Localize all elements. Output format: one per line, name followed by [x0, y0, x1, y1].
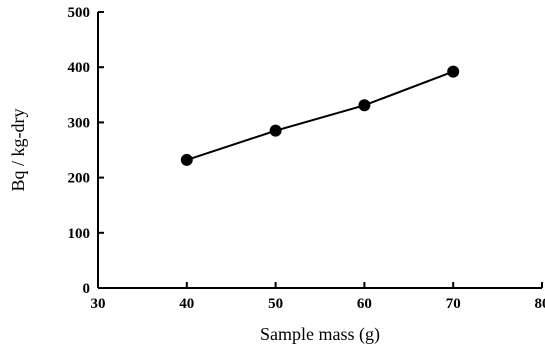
y-tick-label-100: 100 [68, 226, 91, 242]
y-tick-label-0: 0 [83, 281, 91, 297]
y-axis-ticks: 0 100 200 300 400 500 [68, 5, 104, 297]
x-tick-label-80: 80 [535, 296, 545, 312]
x-tick-label-70: 70 [446, 296, 461, 312]
y-tick-label-300: 300 [68, 115, 91, 131]
x-tick-label-50: 50 [268, 296, 283, 312]
y-axis-title: Bq / kg-dry [8, 109, 28, 192]
x-tick-label-40: 40 [179, 296, 194, 312]
y-tick-label-200: 200 [68, 171, 91, 187]
data-point-0-1 [269, 124, 282, 137]
data-point-0-0 [180, 153, 193, 166]
x-tick-label-30: 30 [91, 296, 106, 312]
plot-area: 0 100 200 300 400 500 30 40 50 60 70 80 [68, 5, 545, 312]
y-tick-label-500: 500 [68, 5, 91, 21]
x-axis-ticks: 30 40 50 60 70 80 [91, 282, 545, 312]
series-line-0 [186, 70, 454, 161]
y-tick-label-400: 400 [68, 60, 91, 76]
x-axis-title: Sample mass (g) [260, 324, 380, 345]
data-point-0-3 [447, 65, 460, 78]
data-point-0-2 [358, 99, 371, 112]
series-layer [180, 65, 460, 166]
x-tick-label-60: 60 [357, 296, 372, 312]
